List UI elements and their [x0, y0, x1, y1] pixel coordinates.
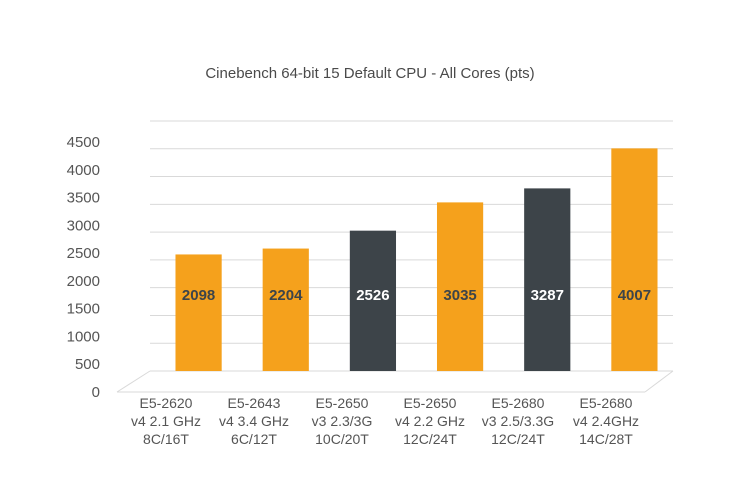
value-labels: 2098 2204 2526 3035 3287 4007	[182, 287, 651, 304]
x-tick-label: v3 2.5/3.3G	[482, 413, 554, 429]
x-tick-label: 6C/12T	[231, 431, 277, 447]
bar	[611, 148, 658, 371]
y-tick-label: 2500	[67, 245, 100, 262]
y-tick-label: 500	[75, 356, 100, 373]
y-tick-label: 2000	[67, 273, 100, 290]
x-tick-label: 10C/20T	[315, 431, 369, 447]
data-label: 2098	[182, 287, 215, 304]
data-label: 2204	[269, 287, 303, 304]
y-tick-label: 3000	[67, 217, 100, 234]
y-axis-ticks: 0 500 1000 1500 2000 2500 3000 3500 4000 4500	[67, 134, 100, 401]
bar	[524, 188, 571, 371]
x-tick-label: 8C/16T	[143, 431, 189, 447]
x-tick-label: v4 3.4 GHz	[219, 413, 289, 429]
x-tick-label: E5-2680	[580, 395, 633, 411]
x-tick-label: E5-2643	[228, 395, 281, 411]
bar	[436, 202, 484, 371]
data-label: 2526	[356, 287, 389, 304]
x-tick-label: 12C/24T	[491, 431, 545, 447]
y-tick-label: 4000	[67, 162, 100, 179]
x-axis-categories: E5-2620 v4 2.1 GHz 8C/16T E5-2643 v4 3.4 GHz…	[131, 395, 639, 447]
x-tick-label: 12C/24T	[403, 431, 457, 447]
bar	[175, 254, 222, 371]
x-tick-label: v4 2.4GHz	[573, 413, 639, 429]
x-tick-label: v4 2.1 GHz	[131, 413, 201, 429]
bar	[349, 230, 397, 371]
x-tick-label: 14C/28T	[579, 431, 633, 447]
y-tick-label: 1500	[67, 301, 100, 318]
chart-title: Cinebench 64-bit 15 Default CPU - All Co…	[205, 65, 534, 82]
floor-edge-left	[116, 370, 151, 393]
data-label: 3035	[443, 287, 476, 304]
x-tick-label: v3 2.3/3G	[312, 413, 373, 429]
bar	[262, 248, 309, 371]
bars	[175, 148, 658, 371]
y-tick-label: 3500	[67, 190, 100, 207]
grid-layer	[116, 120, 674, 393]
x-tick-label: E5-2680	[492, 395, 545, 411]
y-tick-label: 0	[92, 384, 100, 401]
y-tick-label: 1000	[67, 328, 100, 345]
data-label: 4007	[618, 287, 651, 304]
y-tick-label: 4500	[67, 134, 100, 151]
x-tick-label: v4 2.2 GHz	[395, 413, 465, 429]
data-label: 3287	[531, 287, 564, 304]
x-tick-label: E5-2620	[140, 395, 193, 411]
floor-edge-right	[644, 370, 674, 393]
x-tick-label: E5-2650	[404, 395, 457, 411]
x-tick-label: E5-2650	[316, 395, 369, 411]
